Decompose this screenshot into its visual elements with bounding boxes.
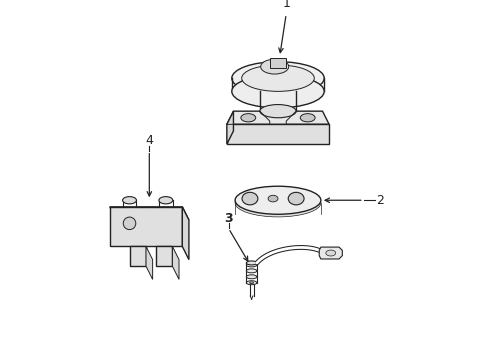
Polygon shape xyxy=(156,247,172,266)
Ellipse shape xyxy=(246,281,257,285)
Ellipse shape xyxy=(123,217,136,230)
Ellipse shape xyxy=(246,275,257,279)
Polygon shape xyxy=(110,207,189,220)
Polygon shape xyxy=(110,207,182,247)
Ellipse shape xyxy=(241,114,256,122)
Ellipse shape xyxy=(122,197,136,204)
Ellipse shape xyxy=(242,192,258,205)
Ellipse shape xyxy=(260,104,296,118)
Ellipse shape xyxy=(246,261,257,265)
Polygon shape xyxy=(319,247,343,259)
Polygon shape xyxy=(172,247,179,279)
Text: 4: 4 xyxy=(146,134,153,147)
Polygon shape xyxy=(227,111,233,144)
Ellipse shape xyxy=(235,186,321,214)
Text: 1: 1 xyxy=(282,0,290,10)
Ellipse shape xyxy=(246,263,257,267)
Polygon shape xyxy=(227,124,329,144)
Ellipse shape xyxy=(246,269,257,273)
Ellipse shape xyxy=(232,75,324,108)
Polygon shape xyxy=(227,111,329,124)
FancyBboxPatch shape xyxy=(270,58,286,68)
Ellipse shape xyxy=(300,114,315,122)
Ellipse shape xyxy=(242,65,314,91)
Polygon shape xyxy=(129,247,146,266)
Ellipse shape xyxy=(268,195,278,202)
Ellipse shape xyxy=(261,59,289,74)
Text: 2: 2 xyxy=(376,194,384,207)
Ellipse shape xyxy=(326,250,336,256)
Ellipse shape xyxy=(249,282,254,284)
Text: 3: 3 xyxy=(224,212,233,225)
Ellipse shape xyxy=(235,189,321,217)
Polygon shape xyxy=(182,207,189,260)
Ellipse shape xyxy=(232,62,324,95)
Polygon shape xyxy=(146,247,152,279)
Ellipse shape xyxy=(159,197,173,204)
Ellipse shape xyxy=(288,192,304,205)
